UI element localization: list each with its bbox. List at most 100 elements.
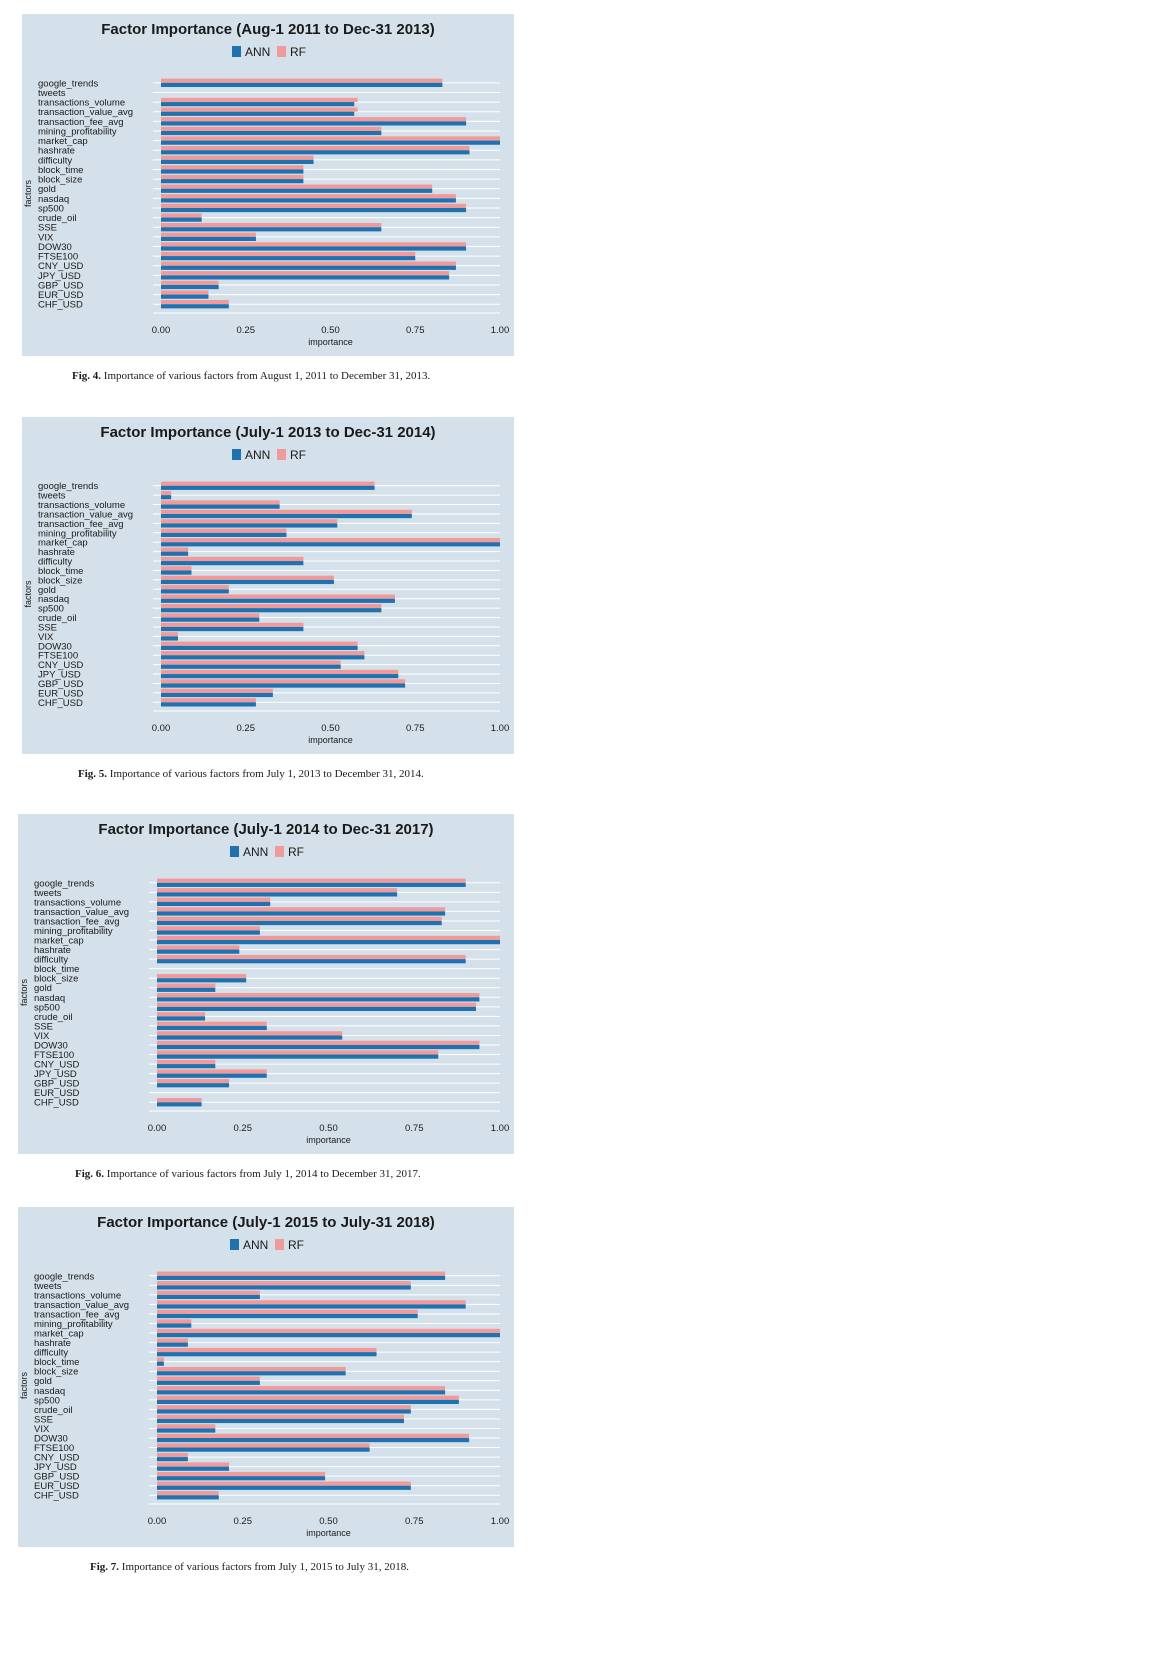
y-tick-label: transactions_volume bbox=[34, 897, 121, 908]
y-tick-label: DOW30 bbox=[34, 1433, 68, 1444]
legend-label-ann: ANN bbox=[245, 45, 270, 59]
y-tick-label: transaction_fee_avg bbox=[34, 916, 120, 927]
bar-ann-JPY_USD bbox=[157, 1073, 267, 1078]
x-tick-label: 0.75 bbox=[405, 1123, 424, 1134]
caption-label: Fig. 7. bbox=[90, 1561, 120, 1573]
y-tick-label: gold bbox=[38, 184, 56, 195]
bar-rf-DOW30 bbox=[161, 641, 358, 646]
y-tick-label: market_cap bbox=[34, 1329, 84, 1340]
bar-rf-JPY_USD bbox=[157, 1069, 267, 1074]
bar-ann-difficulty bbox=[157, 1352, 377, 1357]
y-tick-label: tweets bbox=[34, 888, 62, 899]
bar-rf-gold bbox=[157, 1376, 260, 1381]
y-tick-label: hashrate bbox=[34, 945, 71, 956]
y-tick-label: sp500 bbox=[34, 1395, 60, 1406]
bar-ann-block_time bbox=[161, 169, 304, 174]
y-tick-label: transaction_value_avg bbox=[34, 1300, 129, 1311]
legend-swatch-rf bbox=[275, 1239, 284, 1250]
legend-label-rf: RF bbox=[290, 448, 306, 462]
legend-label-ann: ANN bbox=[243, 845, 268, 859]
legend-swatch-ann bbox=[230, 1239, 239, 1250]
bar-rf-transaction_value_avg bbox=[157, 1300, 466, 1305]
bar-rf-transactions_volume bbox=[157, 897, 271, 902]
bar-rf-block_size bbox=[157, 1366, 346, 1372]
bar-ann-market_cap bbox=[157, 940, 500, 945]
bar-rf-EUR_USD bbox=[161, 688, 273, 693]
bar-ann-DOW30 bbox=[157, 1044, 480, 1050]
bar-rf-transaction_fee_avg bbox=[161, 117, 467, 122]
bar-ann-transactions_volume bbox=[161, 504, 280, 509]
y-tick-label: block_time bbox=[34, 964, 79, 975]
caption-label: Fig. 6. bbox=[75, 1168, 105, 1180]
y-tick-label: SSE bbox=[38, 622, 57, 633]
y-tick-label: difficulty bbox=[34, 955, 68, 966]
caption-label: Fig. 4. bbox=[72, 370, 102, 382]
bar-rf-JPY_USD bbox=[161, 271, 450, 276]
caption-text: Importance of various factors from Augus… bbox=[103, 370, 431, 382]
y-tick-label: CNY_USD bbox=[38, 660, 84, 671]
y-tick-label: crude_oil bbox=[34, 1012, 73, 1023]
y-axis-label: factors bbox=[23, 179, 33, 207]
y-tick-label: google_trends bbox=[38, 481, 98, 492]
bar-ann-gold bbox=[161, 589, 229, 594]
bar-rf-sp500 bbox=[157, 1002, 476, 1007]
y-tick-label: block_size bbox=[38, 175, 82, 186]
bar-ann-market_cap bbox=[157, 1333, 500, 1338]
y-tick-label: CNY_USD bbox=[38, 261, 84, 272]
y-tick-label: tweets bbox=[34, 1281, 62, 1292]
bar-rf-tweets bbox=[157, 888, 398, 893]
bar-ann-EUR_USD bbox=[157, 1485, 411, 1490]
y-tick-label: FTSE100 bbox=[38, 651, 78, 662]
bar-rf-transaction_value_avg bbox=[161, 509, 412, 514]
y-tick-label: SSE bbox=[34, 1414, 53, 1425]
y-tick-label: EUR_USD bbox=[38, 290, 84, 301]
bar-rf-JPY_USD bbox=[161, 669, 399, 675]
bar-ann-GBP_USD bbox=[157, 1476, 326, 1481]
bar-rf-CNY_USD bbox=[157, 1059, 216, 1065]
x-axis-label: importance bbox=[306, 1135, 351, 1145]
x-tick-label: 1.00 bbox=[491, 1516, 510, 1527]
bar-ann-FTSE100 bbox=[161, 655, 365, 660]
bar-rf-GBP_USD bbox=[157, 1471, 326, 1477]
bar-rf-GBP_USD bbox=[161, 679, 406, 684]
bar-rf-VIX bbox=[157, 1031, 343, 1036]
bar-rf-difficulty bbox=[161, 556, 304, 562]
bar-rf-tweets bbox=[161, 490, 172, 496]
bar-ann-difficulty bbox=[161, 561, 304, 566]
legend-swatch-ann bbox=[232, 449, 241, 460]
bar-rf-VIX bbox=[157, 1424, 216, 1429]
y-tick-label: mining_profitability bbox=[38, 126, 117, 137]
y-tick-label: google_trends bbox=[38, 78, 98, 89]
figure-caption-fig7: Fig. 7. Importance of various factors fr… bbox=[90, 1561, 409, 1573]
bar-rf-difficulty bbox=[161, 155, 314, 160]
legend-label-ann: ANN bbox=[243, 1238, 268, 1252]
y-tick-label: difficulty bbox=[38, 155, 72, 166]
bar-rf-SSE bbox=[161, 622, 304, 627]
bar-ann-transactions_volume bbox=[161, 102, 355, 107]
y-axis-label: factors bbox=[19, 978, 29, 1006]
bar-ann-transaction_value_avg bbox=[161, 111, 355, 116]
bar-ann-JPY_USD bbox=[161, 674, 399, 679]
y-tick-label: difficulty bbox=[38, 557, 72, 568]
y-tick-label: CHF_USD bbox=[34, 1098, 79, 1109]
y-tick-label: CHF_USD bbox=[38, 300, 83, 311]
bar-ann-mining_profitability bbox=[161, 532, 287, 537]
bar-rf-nasdaq bbox=[157, 1386, 446, 1391]
bar-ann-sp500 bbox=[161, 207, 467, 213]
bar-ann-VIX bbox=[157, 1428, 216, 1433]
x-tick-label: 0.00 bbox=[148, 1123, 167, 1134]
bar-ann-difficulty bbox=[161, 159, 314, 165]
x-tick-label: 0.75 bbox=[406, 723, 425, 734]
bar-rf-DOW30 bbox=[157, 1433, 470, 1438]
bar-ann-CHF_USD bbox=[161, 304, 229, 309]
y-tick-label: SSE bbox=[34, 1021, 53, 1032]
bar-ann-SSE bbox=[161, 626, 304, 632]
bar-rf-crude_oil bbox=[157, 1405, 411, 1410]
bar-ann-SSE bbox=[157, 1025, 267, 1031]
bar-ann-VIX bbox=[161, 236, 256, 242]
bar-ann-block_size bbox=[161, 579, 334, 585]
legend-swatch-rf bbox=[277, 449, 286, 460]
bar-rf-CHF_USD bbox=[161, 698, 256, 703]
x-axis-label: importance bbox=[306, 1528, 351, 1538]
y-tick-label: market_cap bbox=[38, 538, 88, 549]
